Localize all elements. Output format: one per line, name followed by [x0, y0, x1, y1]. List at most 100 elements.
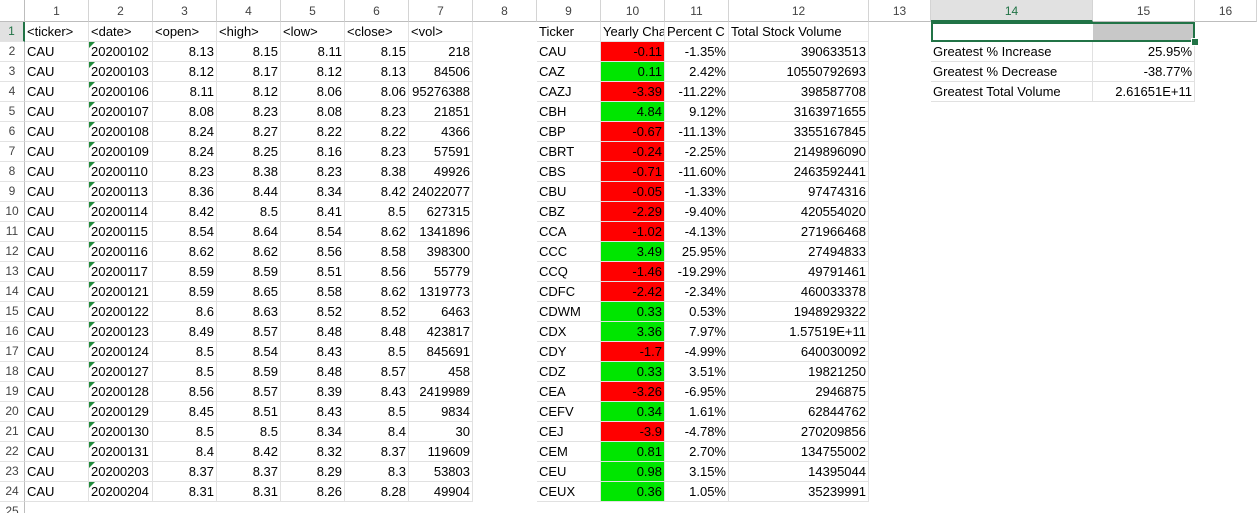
value-cell[interactable]: 8.27	[217, 122, 281, 142]
percent-change-cell[interactable]: -19.29%	[665, 262, 729, 282]
value-cell[interactable]: 845691	[409, 342, 473, 362]
column-header-5[interactable]: 5	[281, 0, 345, 22]
value-cell[interactable]: 1341896	[409, 222, 473, 242]
value-cell[interactable]: 8.22	[345, 122, 409, 142]
value-cell[interactable]: 627315	[409, 202, 473, 222]
value-cell[interactable]: 8.48	[345, 322, 409, 342]
summary-ticker-cell[interactable]: CDY	[537, 342, 601, 362]
value-cell[interactable]: 8.42	[153, 202, 217, 222]
row-header-12[interactable]: 12	[0, 242, 25, 262]
value-cell[interactable]: 8.45	[153, 402, 217, 422]
date-cell[interactable]: 20200107	[89, 102, 153, 122]
value-cell[interactable]: 8.13	[345, 62, 409, 82]
date-cell[interactable]: 20200127	[89, 362, 153, 382]
value-cell[interactable]: 8.31	[217, 482, 281, 502]
total-volume-cell[interactable]: 390633513	[729, 42, 869, 62]
greatest-label-cell[interactable]: Greatest Total Volume	[931, 82, 1093, 102]
percent-change-cell[interactable]: 1.05%	[665, 482, 729, 502]
summary-ticker-cell[interactable]: CDZ	[537, 362, 601, 382]
value-cell[interactable]: 8.4	[345, 422, 409, 442]
yearly-change-cell[interactable]: 3.36	[601, 322, 665, 342]
value-cell[interactable]: 84506	[409, 62, 473, 82]
yearly-change-cell[interactable]: 0.33	[601, 302, 665, 322]
value-cell[interactable]: 8.43	[345, 382, 409, 402]
percent-change-cell[interactable]: 3.51%	[665, 362, 729, 382]
row-header-20[interactable]: 20	[0, 402, 25, 422]
value-cell[interactable]: 30	[409, 422, 473, 442]
total-volume-cell[interactable]: 460033378	[729, 282, 869, 302]
total-volume-cell[interactable]: 398587708	[729, 82, 869, 102]
ticker-cell[interactable]: CAU	[25, 402, 89, 422]
total-volume-cell[interactable]: 420554020	[729, 202, 869, 222]
date-cell[interactable]: 20200106	[89, 82, 153, 102]
ticker-cell[interactable]: CAU	[25, 102, 89, 122]
column-header-6[interactable]: 6	[345, 0, 409, 22]
value-cell[interactable]: 8.26	[281, 482, 345, 502]
ticker-cell[interactable]: CAU	[25, 82, 89, 102]
date-cell[interactable]: 20200204	[89, 482, 153, 502]
value-cell[interactable]: 8.59	[217, 262, 281, 282]
value-cell[interactable]: 8.42	[217, 442, 281, 462]
ticker-cell[interactable]: CAU	[25, 222, 89, 242]
percent-change-cell[interactable]: -11.13%	[665, 122, 729, 142]
yearly-change-cell[interactable]: -0.67	[601, 122, 665, 142]
summary-ticker-cell[interactable]: CDX	[537, 322, 601, 342]
value-cell[interactable]: 8.39	[281, 382, 345, 402]
percent-change-cell[interactable]: -1.33%	[665, 182, 729, 202]
value-cell[interactable]: 8.51	[281, 262, 345, 282]
value-cell[interactable]: 8.5	[345, 402, 409, 422]
percent-change-cell[interactable]: 7.97%	[665, 322, 729, 342]
value-cell[interactable]: 8.57	[217, 382, 281, 402]
summary-ticker-cell[interactable]: CBRT	[537, 142, 601, 162]
value-cell[interactable]: 8.15	[345, 42, 409, 62]
percent-change-cell[interactable]: 25.95%	[665, 242, 729, 262]
yearly-change-cell[interactable]: -0.11	[601, 42, 665, 62]
column-header-4[interactable]: 4	[217, 0, 281, 22]
summary-header-cell[interactable]: Ticker	[537, 22, 601, 42]
total-volume-cell[interactable]: 3355167845	[729, 122, 869, 142]
percent-change-cell[interactable]: 1.61%	[665, 402, 729, 422]
value-cell[interactable]: 8.5	[153, 362, 217, 382]
column-header-12[interactable]: 12	[729, 0, 869, 22]
row-header-25[interactable]: 25	[0, 502, 25, 513]
value-cell[interactable]: 8.5	[345, 342, 409, 362]
column-header-9[interactable]: 9	[537, 0, 601, 22]
value-cell[interactable]: 8.62	[345, 282, 409, 302]
value-cell[interactable]: 8.12	[281, 62, 345, 82]
header-cell[interactable]: <close>	[345, 22, 409, 42]
ticker-cell[interactable]: CAU	[25, 382, 89, 402]
row-header-11[interactable]: 11	[0, 222, 25, 242]
total-volume-cell[interactable]: 1948929322	[729, 302, 869, 322]
value-cell[interactable]: 8.65	[217, 282, 281, 302]
value-cell[interactable]: 8.12	[217, 82, 281, 102]
value-cell[interactable]: 8.58	[281, 282, 345, 302]
value-cell[interactable]: 8.42	[345, 182, 409, 202]
value-cell[interactable]: 21851	[409, 102, 473, 122]
row-header-15[interactable]: 15	[0, 302, 25, 322]
summary-ticker-cell[interactable]: CCA	[537, 222, 601, 242]
total-volume-cell[interactable]: 2149896090	[729, 142, 869, 162]
row-header-21[interactable]: 21	[0, 422, 25, 442]
header-cell[interactable]: <date>	[89, 22, 153, 42]
ticker-cell[interactable]: CAU	[25, 182, 89, 202]
date-cell[interactable]: 20200113	[89, 182, 153, 202]
summary-ticker-cell[interactable]: CEM	[537, 442, 601, 462]
total-volume-cell[interactable]: 49791461	[729, 262, 869, 282]
column-header-14[interactable]: 14	[931, 0, 1093, 22]
row-header-19[interactable]: 19	[0, 382, 25, 402]
summary-ticker-cell[interactable]: CEJ	[537, 422, 601, 442]
total-volume-cell[interactable]: 35239991	[729, 482, 869, 502]
row-header-22[interactable]: 22	[0, 442, 25, 462]
summary-ticker-cell[interactable]: CEU	[537, 462, 601, 482]
summary-ticker-cell[interactable]: CDWM	[537, 302, 601, 322]
column-header-7[interactable]: 7	[409, 0, 473, 22]
selected-cell-fill[interactable]	[1093, 22, 1195, 42]
value-cell[interactable]: 8.3	[345, 462, 409, 482]
value-cell[interactable]: 8.44	[217, 182, 281, 202]
value-cell[interactable]: 8.49	[153, 322, 217, 342]
value-cell[interactable]: 8.48	[281, 322, 345, 342]
summary-ticker-cell[interactable]: CAZJ	[537, 82, 601, 102]
greatest-label-cell[interactable]: Greatest % Decrease	[931, 62, 1093, 82]
date-cell[interactable]: 20200130	[89, 422, 153, 442]
summary-ticker-cell[interactable]: CBS	[537, 162, 601, 182]
